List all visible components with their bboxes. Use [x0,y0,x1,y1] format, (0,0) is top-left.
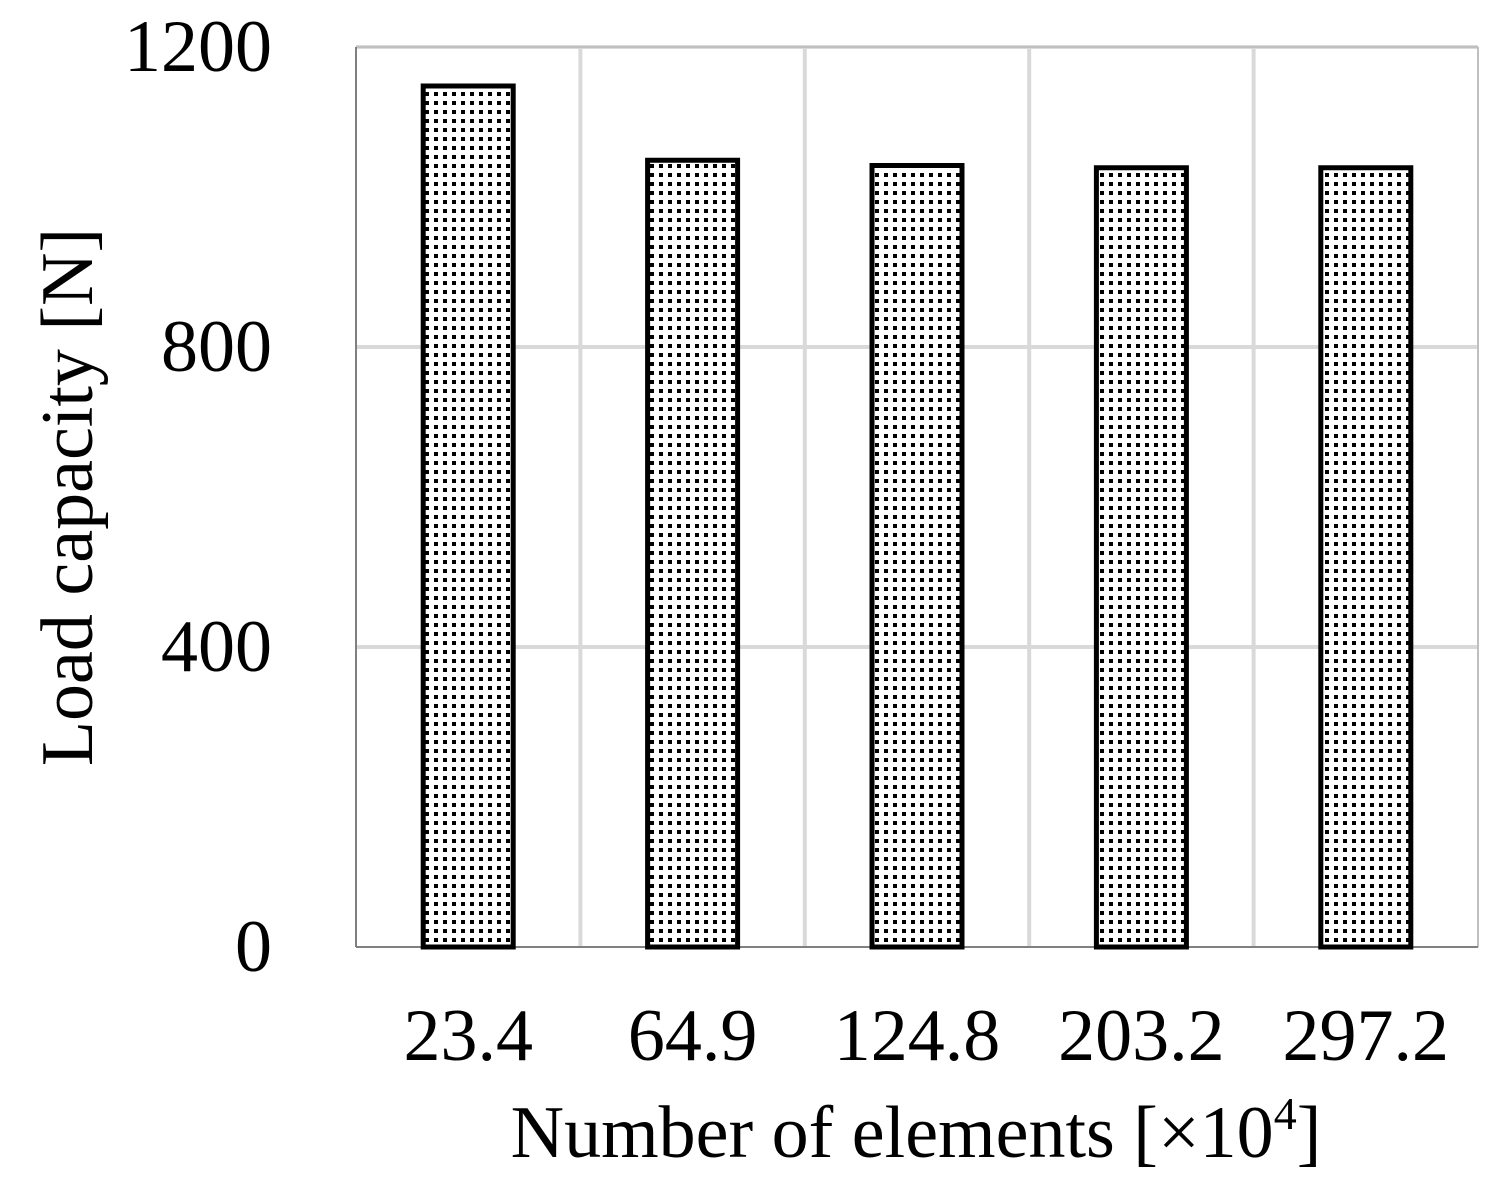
x-axis-title-superscript: 4 [1274,1088,1297,1139]
x-axis-title-suffix: ] [1297,1092,1322,1174]
y-tick-label: 1200 [124,6,272,88]
x-axis-title: Number of elements [×104] [511,1088,1322,1174]
x-tick-label: 203.2 [1058,995,1225,1077]
bar-23.4 [420,83,516,950]
x-tick-label: 124.8 [834,995,1001,1077]
x-tick-label: 64.9 [628,995,758,1077]
bar-124.8 [869,163,965,950]
y-tick-label: 800 [161,306,272,388]
bar-297.2 [1318,165,1414,950]
y-tick-labels: 0 400 800 1200 [124,6,272,988]
y-tick-label: 0 [235,906,272,988]
bar-64.9 [645,157,741,950]
x-tick-labels: 23.4 64.9 124.8 203.2 297.2 [403,995,1449,1077]
y-tick-label: 400 [161,606,272,688]
y-axis-title: Load capacity [N] [27,228,109,766]
x-axis-title-main: Number of elements [×10 [511,1092,1274,1174]
x-tick-label: 23.4 [403,995,533,1077]
bars [420,83,1414,950]
bar-203.2 [1093,165,1189,950]
x-tick-label: 297.2 [1283,995,1450,1077]
